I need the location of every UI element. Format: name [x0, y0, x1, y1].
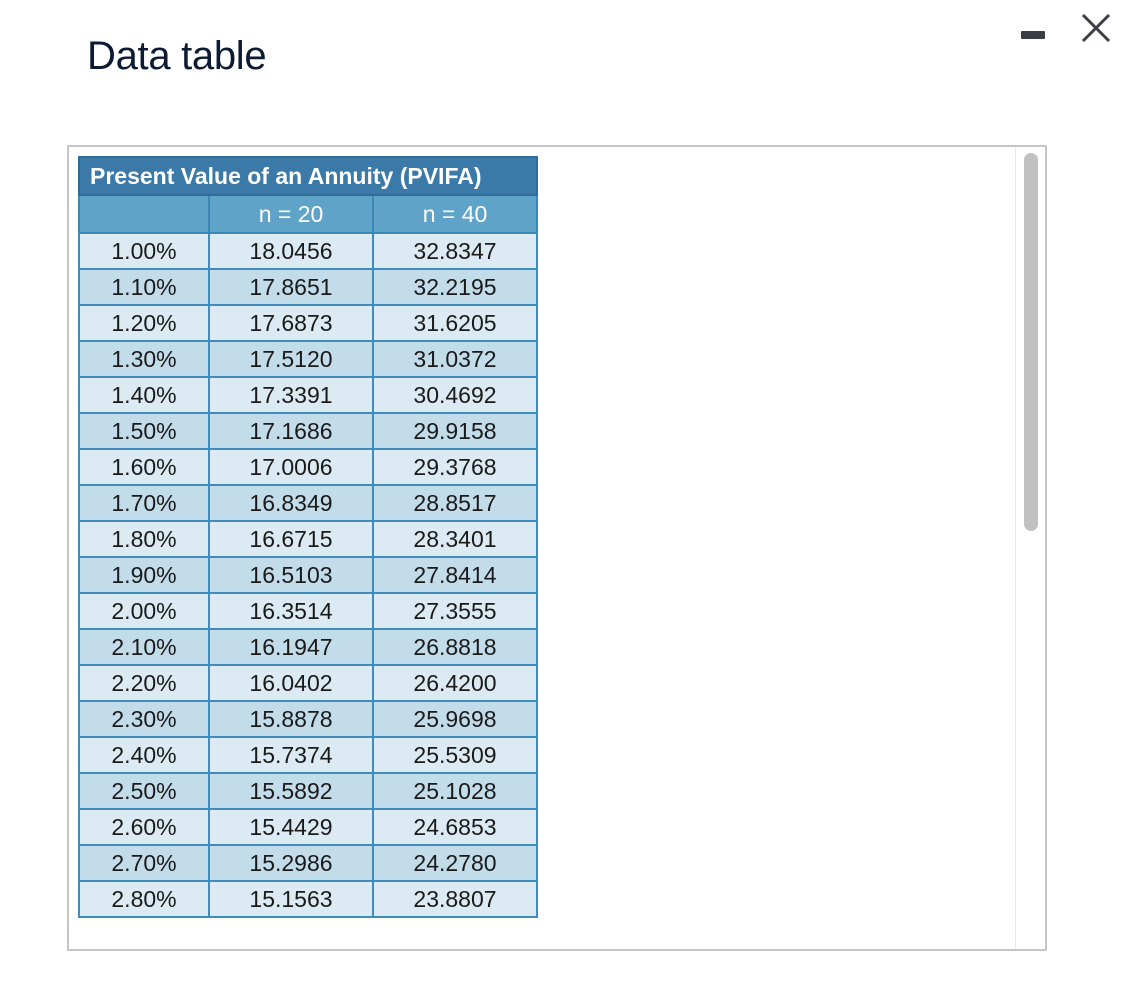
rate-cell: 1.90%	[78, 556, 210, 594]
rate-cell: 2.80%	[78, 880, 210, 918]
pvifa-value-cell: 16.6715	[208, 520, 374, 558]
column-header: n = 40	[372, 194, 538, 234]
table-row: 2.10% 16.1947 26.8818	[78, 628, 538, 666]
table-row: 1.00% 18.0456 32.8347	[78, 232, 538, 270]
pvifa-value-cell: 29.9158	[372, 412, 538, 450]
table-row: 1.10% 17.8651 32.2195	[78, 268, 538, 306]
table-row: 2.60% 15.4429 24.6853	[78, 808, 538, 846]
pvifa-value-cell: 17.3391	[208, 376, 374, 414]
rate-cell: 1.40%	[78, 376, 210, 414]
pvifa-value-cell: 17.5120	[208, 340, 374, 378]
pvifa-value-cell: 17.6873	[208, 304, 374, 342]
pvifa-value-cell: 16.5103	[208, 556, 374, 594]
rate-cell: 1.20%	[78, 304, 210, 342]
minimize-icon	[1021, 31, 1045, 39]
pvifa-value-cell: 26.8818	[372, 628, 538, 666]
pvifa-value-cell: 28.3401	[372, 520, 538, 558]
table-caption: Present Value of an Annuity (PVIFA)	[78, 156, 538, 196]
rate-cell: 1.70%	[78, 484, 210, 522]
pvifa-value-cell: 32.8347	[372, 232, 538, 270]
rate-cell: 1.00%	[78, 232, 210, 270]
pvifa-value-cell: 25.5309	[372, 736, 538, 774]
pvifa-value-cell: 28.8517	[372, 484, 538, 522]
table-row: 1.70% 16.8349 28.8517	[78, 484, 538, 522]
rate-cell: 1.50%	[78, 412, 210, 450]
pvifa-value-cell: 18.0456	[208, 232, 374, 270]
vertical-scrollbar[interactable]	[1015, 147, 1045, 949]
pvifa-value-cell: 31.0372	[372, 340, 538, 378]
rate-cell: 2.50%	[78, 772, 210, 810]
table-row: 1.40% 17.3391 30.4692	[78, 376, 538, 414]
table-row: 1.20% 17.6873 31.6205	[78, 304, 538, 342]
pvifa-value-cell: 16.8349	[208, 484, 374, 522]
table-row: 1.30% 17.5120 31.0372	[78, 340, 538, 378]
dialog-title: Data table	[87, 34, 267, 78]
pvifa-value-cell: 32.2195	[372, 268, 538, 306]
minimize-button[interactable]	[1010, 14, 1050, 44]
table-row: 2.70% 15.2986 24.2780	[78, 844, 538, 882]
pvifa-value-cell: 25.1028	[372, 772, 538, 810]
pvifa-value-cell: 26.4200	[372, 664, 538, 702]
rate-cell: 2.60%	[78, 808, 210, 846]
pvifa-value-cell: 27.8414	[372, 556, 538, 594]
pvifa-value-cell: 27.3555	[372, 592, 538, 630]
pvifa-value-cell: 16.0402	[208, 664, 374, 702]
pvifa-value-cell: 15.7374	[208, 736, 374, 774]
table-row: 1.50% 17.1686 29.9158	[78, 412, 538, 450]
close-icon	[1081, 13, 1111, 43]
pvifa-value-cell: 16.1947	[208, 628, 374, 666]
rate-cell: 2.40%	[78, 736, 210, 774]
pvifa-value-cell: 25.9698	[372, 700, 538, 738]
rate-cell: 2.10%	[78, 628, 210, 666]
pvifa-value-cell: 17.1686	[208, 412, 374, 450]
rate-cell: 2.20%	[78, 664, 210, 702]
table-row: 1.60% 17.0006 29.3768	[78, 448, 538, 486]
pvifa-value-cell: 16.3514	[208, 592, 374, 630]
rate-cell: 1.10%	[78, 268, 210, 306]
table-row: 2.00% 16.3514 27.3555	[78, 592, 538, 630]
table-row: 2.40% 15.7374 25.5309	[78, 736, 538, 774]
close-button[interactable]	[1072, 8, 1120, 48]
table-row: 2.20% 16.0402 26.4200	[78, 664, 538, 702]
column-header: n = 20	[208, 194, 374, 234]
rate-cell: 2.00%	[78, 592, 210, 630]
rate-cell: 2.30%	[78, 700, 210, 738]
rate-cell: 2.70%	[78, 844, 210, 882]
table-scroll-container[interactable]: Present Value of an Annuity (PVIFA) n = …	[67, 145, 1047, 951]
pvifa-value-cell: 15.8878	[208, 700, 374, 738]
pvifa-value-cell: 17.0006	[208, 448, 374, 486]
table-row: 2.80% 15.1563 23.8807	[78, 880, 538, 918]
scrollbar-thumb[interactable]	[1024, 153, 1038, 531]
table-row: 1.80% 16.6715 28.3401	[78, 520, 538, 558]
pvifa-value-cell: 15.1563	[208, 880, 374, 918]
pvifa-value-cell: 31.6205	[372, 304, 538, 342]
pvifa-value-cell: 29.3768	[372, 448, 538, 486]
column-header	[78, 194, 210, 234]
pvifa-table: Present Value of an Annuity (PVIFA) n = …	[78, 156, 538, 918]
pvifa-value-cell: 15.2986	[208, 844, 374, 882]
rate-cell: 1.80%	[78, 520, 210, 558]
pvifa-value-cell: 23.8807	[372, 880, 538, 918]
pvifa-value-cell: 24.2780	[372, 844, 538, 882]
table-row: 2.30% 15.8878 25.9698	[78, 700, 538, 738]
pvifa-value-cell: 24.6853	[372, 808, 538, 846]
pvifa-value-cell: 15.5892	[208, 772, 374, 810]
table-header-row: n = 20 n = 40	[78, 194, 538, 234]
pvifa-value-cell: 17.8651	[208, 268, 374, 306]
table-row: 2.50% 15.5892 25.1028	[78, 772, 538, 810]
pvifa-value-cell: 30.4692	[372, 376, 538, 414]
pvifa-value-cell: 15.4429	[208, 808, 374, 846]
table-row: 1.90% 16.5103 27.8414	[78, 556, 538, 594]
rate-cell: 1.60%	[78, 448, 210, 486]
rate-cell: 1.30%	[78, 340, 210, 378]
